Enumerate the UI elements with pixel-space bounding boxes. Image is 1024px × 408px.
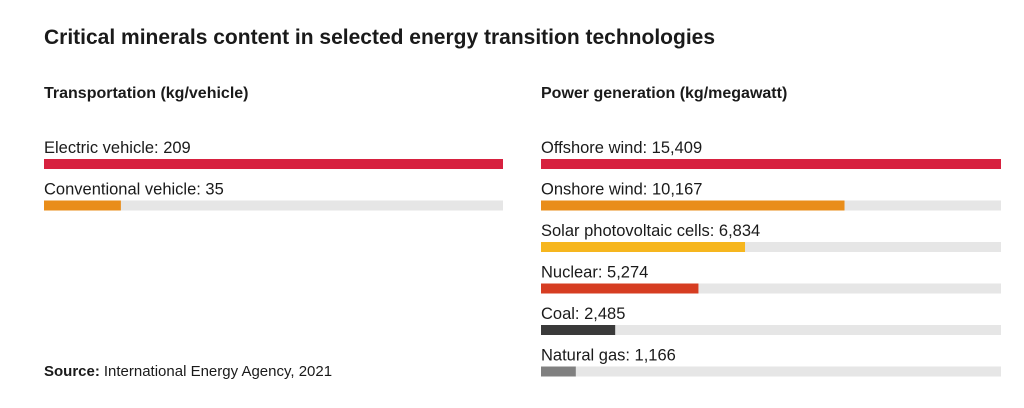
bar-label: Coal: 2,485 [541,305,625,323]
bar [541,283,699,294]
bar-track [541,366,1001,377]
bar-track [541,242,1001,252]
bar-track [44,200,503,211]
bar-label: Electric vehicle: 209 [44,139,191,157]
bar-track [541,283,1001,294]
bar [541,200,845,211]
bar-label: Nuclear: 5,274 [541,264,648,282]
bar [541,325,616,335]
chart-title: Critical minerals content in selected en… [44,26,715,49]
source-text: International Energy Agency, 2021 [104,363,332,380]
bar-label: Conventional vehicle: 35 [44,181,224,199]
source: Source: International Energy Agency, 2021 [44,363,332,380]
bar-label: Natural gas: 1,166 [541,347,676,365]
panel-title: Power generation (kg/megawatt) [541,85,787,102]
bar [44,200,121,211]
bar-label: Offshore wind: 15,409 [541,139,702,157]
bar-track [541,325,1001,335]
bar [541,366,576,377]
bar [541,242,746,252]
bar-label: Onshore wind: 10,167 [541,181,702,199]
panel-title: Transportation (kg/vehicle) [44,85,248,102]
bar-label: Solar photovoltaic cells: 6,834 [541,222,760,240]
source-label: Source: [44,363,100,380]
bar [44,159,503,169]
bar [541,159,1001,169]
